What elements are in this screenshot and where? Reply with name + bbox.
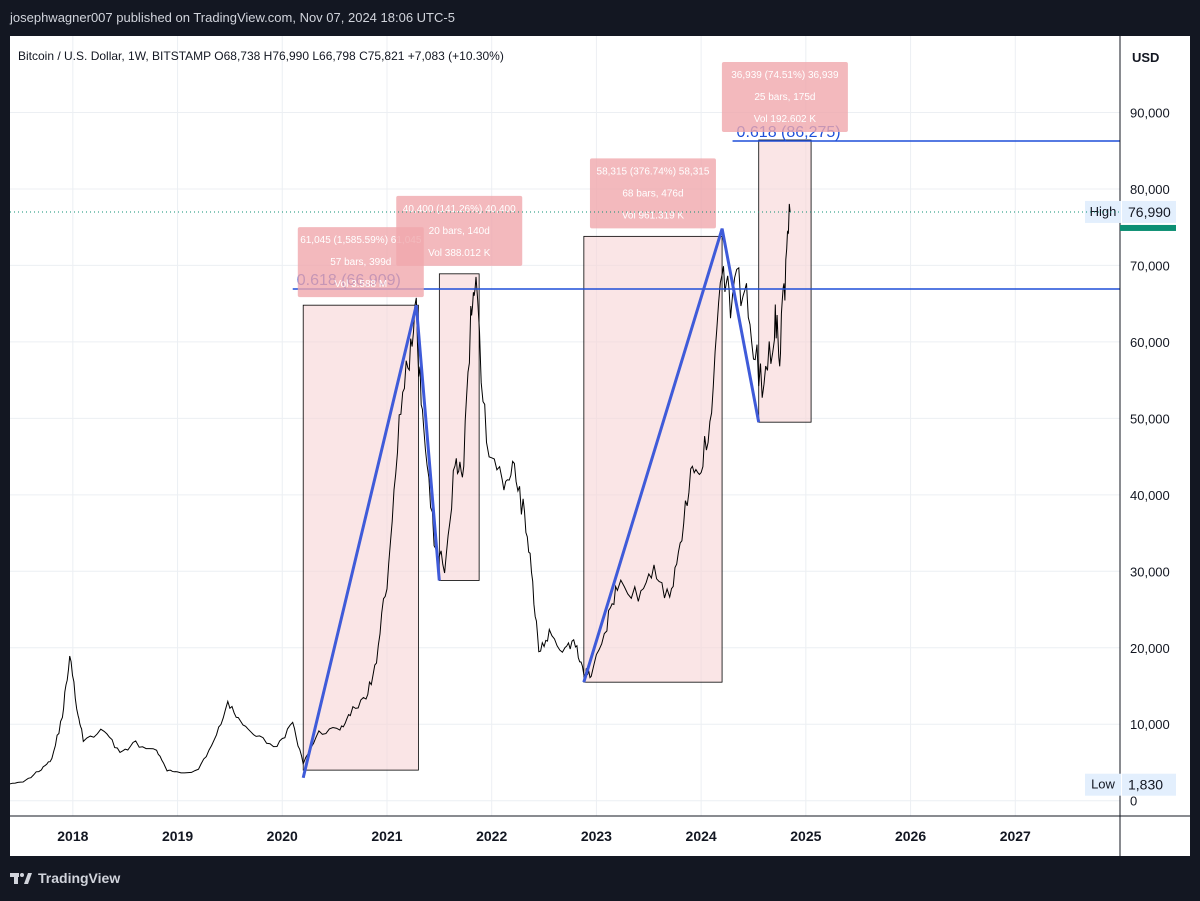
y-tick-label: 60,000 <box>1130 335 1170 350</box>
symbol-legend[interactable]: Bitcoin / U.S. Dollar, 1W, BITSTAMP O68,… <box>18 49 504 63</box>
trend-line-1[interactable] <box>301 304 441 779</box>
tradingview-logo-icon <box>10 873 32 884</box>
publish-line: josephwagner007 published on TradingView… <box>10 10 455 25</box>
measure-label-text: 61,045 (1,585.59%) 61,045 <box>300 235 422 246</box>
annotation-value-bg-high <box>1122 200 1176 223</box>
price-chart[interactable]: 0.618 (66,909)0.618 (86,275)61,045 (1,58… <box>9 36 1190 856</box>
x-tick-label: 2026 <box>895 828 926 844</box>
y-tick-label: 90,000 <box>1130 105 1170 120</box>
high-price-badge <box>1120 224 1176 231</box>
annotation-value-bg-low <box>1122 773 1176 796</box>
x-tick-label: 2019 <box>162 828 193 844</box>
brand-label: TradingView <box>38 870 121 886</box>
measure-label-text: 20 bars, 140d <box>429 226 490 237</box>
measure-label-box-4 <box>721 62 848 132</box>
x-tick-label: 2018 <box>57 828 88 844</box>
annotation-value-high: 76,990 <box>1128 204 1171 220</box>
tradingview-brand[interactable]: TradingView <box>10 870 120 886</box>
measure-label-text: 57 bars, 399d <box>330 257 391 268</box>
y-tick-label: 80,000 <box>1130 182 1170 197</box>
price-series-line[interactable] <box>9 203 791 785</box>
measure-label-box-3 <box>589 158 716 229</box>
measure-label-text: Vol 192.602 K <box>754 114 817 125</box>
measure-label-text: 36,939 (74.51%) 36,939 <box>731 70 839 81</box>
trend-line-2[interactable] <box>582 228 761 683</box>
x-tick-label: 2023 <box>581 828 612 844</box>
annotation-label-bg-low <box>1085 773 1121 796</box>
publish-header: josephwagner007 published on TradingView… <box>0 0 1200 36</box>
measure-label-text: 58,315 (376.74%) 58,315 <box>597 166 710 177</box>
x-tick-label: 2022 <box>476 828 507 844</box>
annotation-label-low: Low <box>1091 777 1115 792</box>
chart-panel[interactable]: 0.618 (66,909)0.618 (86,275)61,045 (1,58… <box>9 36 1190 856</box>
x-tick-label: 2027 <box>1000 828 1031 844</box>
measure-label-box-2 <box>396 195 523 266</box>
x-tick-label: 2024 <box>686 828 717 844</box>
x-tick-label: 2025 <box>790 828 821 844</box>
measure-label-text: Vol 961.319 K <box>622 210 685 221</box>
y-tick-label: 10,000 <box>1130 717 1170 732</box>
y-tick-label: 30,000 <box>1130 564 1170 579</box>
measure-label-text: Vol 3.588 M <box>334 279 387 290</box>
y-tick-label: 0 <box>1130 794 1137 809</box>
measure-label-text: 40,400 (141.26%) 40,400 <box>403 204 516 215</box>
measure-label-text: Vol 388.012 K <box>428 248 491 259</box>
x-tick-label: 2020 <box>267 828 298 844</box>
footer-bar: TradingView <box>0 856 1200 901</box>
y-tick-label: 20,000 <box>1130 641 1170 656</box>
y-tick-label: 70,000 <box>1130 258 1170 273</box>
annotation-value-low: 1,830 <box>1128 777 1163 793</box>
y-tick-label: 40,000 <box>1130 488 1170 503</box>
measure-box-2[interactable] <box>438 273 480 581</box>
y-tick-label: 50,000 <box>1130 411 1170 426</box>
measure-label-text: 25 bars, 175d <box>754 92 815 103</box>
measure-label-box-1 <box>297 227 424 298</box>
measure-label-text: 68 bars, 476d <box>622 188 683 199</box>
currency-label: USD <box>1132 50 1159 65</box>
x-tick-label: 2021 <box>371 828 402 844</box>
